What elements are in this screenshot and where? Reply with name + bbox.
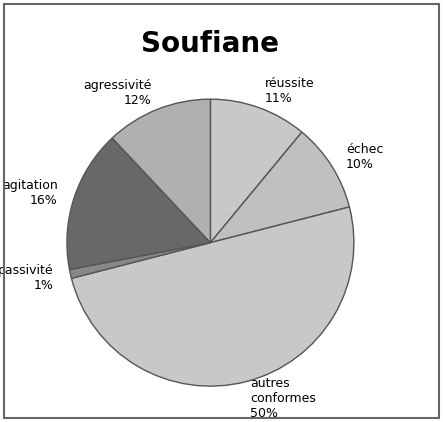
Text: autres
conformes
50%: autres conformes 50% — [250, 377, 316, 420]
Wedge shape — [210, 99, 302, 243]
Text: passivité
1%: passivité 1% — [0, 264, 54, 292]
Text: agitation
16%: agitation 16% — [2, 179, 58, 207]
Text: réussite
11%: réussite 11% — [265, 78, 315, 106]
Text: agressivité
12%: agressivité 12% — [83, 79, 151, 107]
Wedge shape — [70, 243, 210, 279]
Wedge shape — [67, 138, 210, 270]
Text: échec
10%: échec 10% — [346, 143, 384, 170]
Wedge shape — [112, 99, 210, 243]
Wedge shape — [210, 132, 350, 243]
Wedge shape — [71, 207, 354, 386]
Title: Soufiane: Soufiane — [141, 30, 280, 58]
